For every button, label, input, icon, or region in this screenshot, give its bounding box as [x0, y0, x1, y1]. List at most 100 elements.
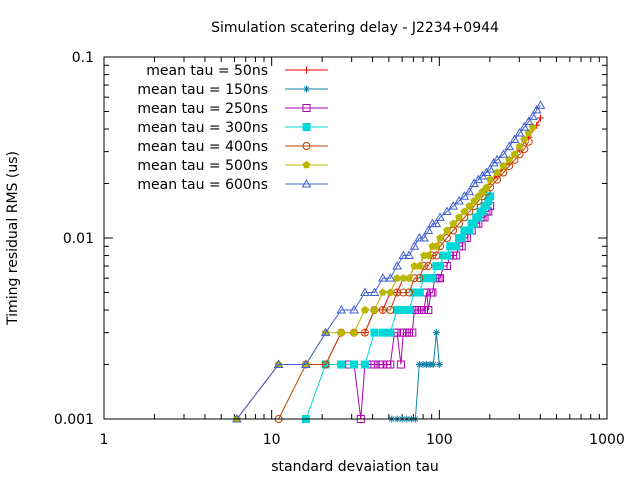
data-point	[509, 134, 520, 144]
data-point	[486, 192, 495, 201]
data-point	[448, 201, 459, 210]
data-point	[370, 328, 379, 337]
data-point	[519, 122, 530, 131]
data-point	[524, 128, 533, 137]
legend-label: mean tau = 250ns	[137, 101, 268, 117]
data-point	[510, 150, 519, 158]
data-point	[429, 361, 437, 369]
data-point	[504, 141, 515, 151]
data-point	[336, 305, 347, 314]
data-point	[415, 361, 423, 369]
x-axis-label: standard devaiation tau	[271, 459, 439, 475]
data-point	[523, 116, 534, 126]
data-point	[492, 154, 502, 164]
legend-item: mean tau = 300ns	[137, 120, 328, 136]
data-point	[399, 288, 408, 297]
data-point	[520, 135, 529, 143]
data-point	[432, 242, 441, 250]
data-point	[452, 251, 461, 260]
data-point	[386, 288, 395, 296]
data-point	[424, 262, 433, 271]
legend-label: mean tau = 50ns	[146, 63, 268, 79]
data-point	[527, 111, 538, 120]
y-tick-label: 0.001	[54, 412, 94, 428]
data-point	[431, 218, 442, 228]
data-point	[404, 250, 414, 260]
data-point	[360, 360, 369, 369]
data-point	[386, 328, 395, 337]
data-point	[505, 155, 514, 164]
data-point	[350, 360, 359, 369]
data-point	[370, 305, 379, 314]
data-point	[377, 273, 388, 282]
data-point	[396, 360, 405, 369]
legend-item: mean tau = 600ns	[137, 177, 328, 193]
data-point	[432, 329, 440, 337]
legend-marker	[303, 85, 310, 93]
data-point	[442, 251, 451, 260]
legend-item: mean tau = 250ns	[137, 101, 328, 117]
legend-marker	[302, 160, 311, 169]
data-point	[419, 361, 427, 369]
data-point	[386, 360, 395, 369]
data-point	[493, 168, 501, 176]
data-point	[424, 306, 433, 315]
data-point	[457, 234, 466, 242]
legend-label: mean tau = 500ns	[137, 158, 268, 174]
data-point	[452, 242, 461, 251]
data-point	[535, 100, 546, 109]
series-4	[301, 192, 495, 423]
data-point	[465, 226, 474, 235]
data-point	[442, 206, 452, 216]
plot-frame	[103, 56, 608, 420]
series-layer	[231, 100, 546, 423]
legend-item: mean tau = 400ns	[137, 139, 328, 155]
legend-item: mean tau = 150ns	[137, 82, 328, 98]
data-point	[498, 149, 509, 158]
data-point	[369, 287, 380, 296]
legend: mean tau = 50ns mean tau = 150ns mean tau …	[137, 63, 328, 193]
data-point	[320, 327, 331, 337]
data-point	[531, 104, 542, 114]
data-point	[301, 359, 311, 369]
data-point	[436, 262, 445, 271]
data-point	[405, 274, 413, 282]
data-point	[415, 288, 424, 297]
data-point	[482, 183, 491, 191]
legend-marker	[302, 142, 311, 150]
legend-marker	[302, 123, 311, 131]
legend-label: mean tau = 300ns	[137, 120, 268, 136]
data-point	[337, 328, 346, 336]
legend-item: mean tau = 50ns	[146, 63, 328, 79]
data-point	[536, 114, 544, 122]
data-point	[321, 360, 330, 369]
series-7	[231, 100, 546, 423]
data-point	[486, 175, 495, 183]
data-point	[398, 250, 409, 260]
series-line	[236, 105, 541, 420]
x-tick-label: 100	[426, 432, 453, 448]
legend-marker	[301, 178, 312, 188]
legend-label: mean tau = 400ns	[137, 139, 268, 155]
data-point	[414, 232, 425, 242]
data-point	[378, 288, 387, 296]
data-point	[370, 360, 379, 369]
data-point	[415, 261, 424, 270]
data-point	[419, 232, 429, 242]
data-point	[488, 157, 499, 167]
x-tick-label: 1000	[589, 432, 625, 448]
legend-label: mean tau = 600ns	[137, 177, 268, 193]
axis-ticks: 1 10 100 1000 0.001 0.01 0.1	[54, 50, 625, 448]
chart-title: Simulation scatering delay - J2234+0944	[211, 20, 499, 36]
data-point	[460, 207, 469, 215]
data-point	[378, 328, 387, 337]
legend-marker	[302, 104, 311, 112]
legend-label: mean tau = 150ns	[137, 82, 268, 98]
data-point	[424, 251, 433, 259]
data-point	[405, 306, 414, 315]
data-point	[428, 288, 437, 297]
data-point	[515, 142, 524, 150]
legend-marker	[303, 66, 310, 74]
data-point	[419, 306, 428, 315]
